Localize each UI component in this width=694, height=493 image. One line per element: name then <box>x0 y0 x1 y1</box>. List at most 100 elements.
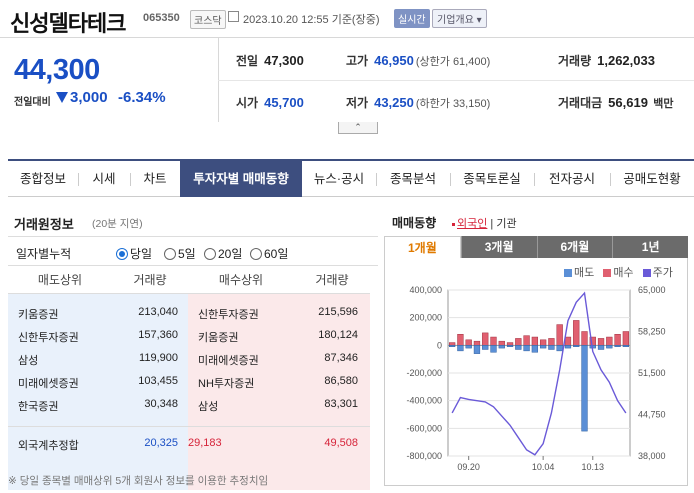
buy-volume: 83,301 <box>324 398 358 410</box>
radio-20day[interactable]: 20일 <box>204 245 242 262</box>
period-filter: 일자별누적 당일 5일 20일 60일 <box>8 236 378 266</box>
y-right-tick-label: 44,750 <box>638 410 666 420</box>
sell-broker[interactable]: 키움증권 <box>18 309 59 321</box>
table-row: 삼성 119,900 미래에셋증권 87,346 <box>8 348 370 371</box>
period-tabs: 1개월 3개월 6개월 1년 <box>384 236 688 258</box>
company-overview-dropdown[interactable]: 기업개요 ▾ <box>432 9 487 28</box>
buy-broker[interactable]: 키움증권 <box>198 332 239 344</box>
col-sell-volume: 거래량 <box>133 273 167 287</box>
main-tabs: 종합정보 시세 차트 투자자별 매매동향 뉴스·공시 종목분석 종목토론실 전자… <box>8 159 694 197</box>
table-row: 미래에셋증권 103,455 NH투자증권 86,580 <box>8 371 370 394</box>
tab-analysis[interactable]: 종목분석 <box>376 161 450 197</box>
stock-header: 신성델타테크 065350 코스닥 2023.10.20 12:55 기준(장중… <box>0 0 694 38</box>
buy-legend-swatch <box>603 269 612 277</box>
sell-bar <box>482 345 489 350</box>
sell-bar <box>531 345 539 353</box>
y-right-tick-label: 58,250 <box>638 327 666 337</box>
tab-news[interactable]: 뉴스·공시 <box>313 172 365 186</box>
y-left-tick-label: -200,000 <box>406 368 442 378</box>
price-legend-swatch <box>642 269 651 277</box>
radio-5day-label: 5일 <box>178 247 196 261</box>
buy-broker[interactable]: 신한투자증권 <box>198 309 259 321</box>
foreign-label: 외국계추정합 <box>18 440 79 452</box>
sell-bar <box>614 345 621 347</box>
sell-bar <box>556 345 563 352</box>
tab-6month[interactable]: 6개월 <box>536 236 613 258</box>
buy-bar <box>539 339 547 346</box>
buy-volume: 86,580 <box>324 375 358 387</box>
tab-disclosure[interactable]: 전자공시 <box>534 161 610 197</box>
buy-broker[interactable]: 미래에셋증권 <box>198 355 259 367</box>
sell-bar <box>597 345 605 350</box>
y-left-tick-label: 200,000 <box>409 313 442 323</box>
amount-unit: 백만 <box>653 98 674 110</box>
col-buy-top: 매수상위 <box>218 273 264 287</box>
price-line <box>451 291 627 456</box>
trade-amount: 거래대금 56,619 백만 <box>558 94 674 111</box>
radio-today[interactable]: 당일 <box>116 245 152 262</box>
buy-bar <box>473 340 481 346</box>
tab-discussion[interactable]: 종목토론실 <box>450 161 534 197</box>
buy-volume: 87,346 <box>324 352 358 364</box>
sell-bar <box>465 345 472 349</box>
buy-bar <box>597 338 605 346</box>
buy-broker[interactable]: NH투자증권 <box>198 378 255 390</box>
low-price: 저가 43,250 (하한가 33,150) <box>346 94 490 111</box>
sell-broker[interactable]: 삼성 <box>18 355 39 367</box>
tab-1year[interactable]: 1년 <box>612 236 688 258</box>
table-row: 신한투자증권 157,360 키움증권 180,124 <box>8 325 370 348</box>
sell-broker[interactable]: 한국증권 <box>18 401 59 413</box>
collapse-toggle[interactable]: ⌃ <box>338 122 378 134</box>
tab-short-selling[interactable]: 공매도현황 <box>610 161 694 197</box>
radio-icon <box>164 248 176 260</box>
tab-3month[interactable]: 3개월 <box>460 236 537 258</box>
y-left-tick-label: 0 <box>437 340 442 350</box>
tab-investor-trend[interactable]: 투자자별 매매동향 <box>180 161 302 197</box>
buy-bar <box>523 335 530 346</box>
buy-bar <box>465 339 472 346</box>
realtime-button[interactable]: 실시간 <box>394 9 430 28</box>
y-left-tick-label: 400,000 <box>409 285 442 295</box>
sell-volume: 213,040 <box>138 306 178 318</box>
legend-price: 주가 <box>652 267 673 279</box>
radio-60day[interactable]: 60일 <box>250 245 288 262</box>
radio-60day-label: 60일 <box>264 247 289 261</box>
x-tick-label: 10.13 <box>582 462 605 472</box>
bullet-icon <box>452 222 455 226</box>
stock-name: 신성델타테크 <box>10 11 126 36</box>
sell-broker[interactable]: 미래에셋증권 <box>18 378 79 390</box>
low-value: 43,250 <box>374 95 414 110</box>
foreign-net: 29,183 <box>188 437 222 449</box>
foreign-buy: 49,508 <box>324 437 358 449</box>
tab-1month[interactable]: 1개월 <box>384 236 461 258</box>
volume-label: 거래량 <box>558 54 592 68</box>
x-tick-label: 10.04 <box>532 462 555 472</box>
investor-filter: 외국인 | 기관 <box>452 215 517 231</box>
sell-bar <box>498 345 505 349</box>
radio-selected-icon <box>116 248 128 260</box>
buy-volume: 215,596 <box>318 306 358 318</box>
chevron-down-icon: ▾ <box>476 15 482 26</box>
trend-chart: 400,000 200,000 0 -200,000 -400,000 -600,000 -… <box>406 285 666 472</box>
tab-chart[interactable]: 차트 <box>130 161 180 197</box>
tab-price[interactable]: 시세 <box>78 161 130 197</box>
filter-label: 일자별누적 <box>16 247 72 261</box>
filter-foreign[interactable]: 외국인 <box>457 218 488 230</box>
buy-volume: 180,124 <box>318 329 358 341</box>
current-price: 44,300 <box>14 54 100 86</box>
down-arrow-icon <box>56 92 68 103</box>
broker-table: 매도상위 거래량 매수상위 거래량 키움증권 213,040 신한투자증권 21… <box>8 266 370 490</box>
filter-institution[interactable]: 기관 <box>496 218 517 230</box>
change-value: 3,000 <box>56 89 108 106</box>
change-amount: 3,000 <box>70 89 108 106</box>
sell-broker[interactable]: 신한투자증권 <box>18 332 79 344</box>
radio-5day[interactable]: 5일 <box>164 245 196 262</box>
sell-volume: 119,900 <box>139 352 178 364</box>
buy-bar <box>573 320 580 346</box>
sell-bar <box>622 345 630 347</box>
buy-broker[interactable]: 삼성 <box>198 401 219 413</box>
tab-overview[interactable]: 종합정보 <box>19 172 66 186</box>
open-price: 시가 45,700 <box>236 94 304 111</box>
sell-bar <box>523 345 530 352</box>
footnote: ※ 당일 종목별 매매상위 5개 회원사 정보를 이용한 추정치임 <box>8 475 269 487</box>
